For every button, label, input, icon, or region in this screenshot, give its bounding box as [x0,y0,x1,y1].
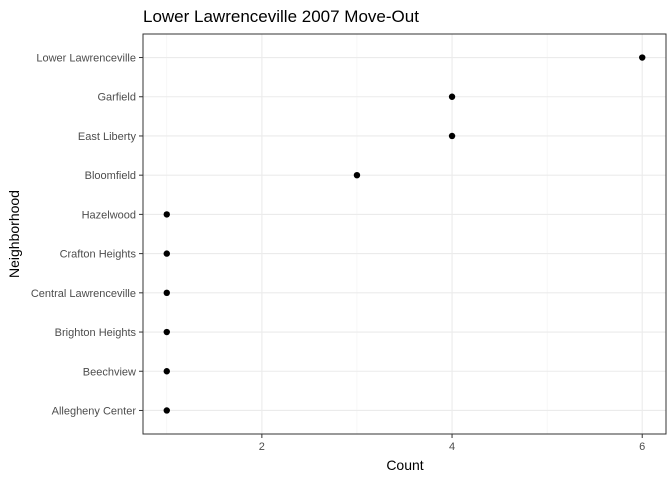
data-point [163,289,170,297]
minor-gridlines [166,34,548,434]
y-axis-title: Neighborhood [6,190,22,278]
data-point [639,54,646,61]
y-tick-label: Beechview [83,366,136,378]
x-tick-labels: 2 4 6 [259,434,645,453]
y-tick-labels: Lower Lawrenceville Garfield East Liberty B… [31,53,143,417]
y-tick-label: Hazelwood [82,209,136,221]
y-tick-label: Crafton Heights [60,249,137,261]
x-tick-label: 6 [639,441,645,453]
x-axis-title: Count [386,457,423,473]
data-point [353,171,361,179]
plot-border [142,33,667,435]
chart-title: Lower Lawrenceville 2007 Move-Out [143,7,419,26]
y-tick-label: Bloomfield [85,170,136,182]
data-points [163,54,646,414]
data-point [163,250,170,257]
plot-panel [143,34,666,434]
data-point [163,328,170,336]
y-tick-label: East Liberty [78,131,137,143]
y-tick-label: Lower Lawrenceville [36,53,136,65]
y-tick-label: Allegheny Center [52,405,137,417]
y-tick-label: Brighton Heights [55,327,137,339]
data-point [448,132,456,140]
data-point [163,407,170,414]
x-tick-label: 4 [449,441,455,453]
y-tick-label: Central Lawrenceville [31,288,136,300]
x-tick-label: 2 [259,441,265,453]
data-point [163,211,170,218]
data-point [448,93,456,100]
y-tick-label: Garfield [97,92,136,104]
data-point [163,368,170,375]
major-gridlines [143,34,666,434]
